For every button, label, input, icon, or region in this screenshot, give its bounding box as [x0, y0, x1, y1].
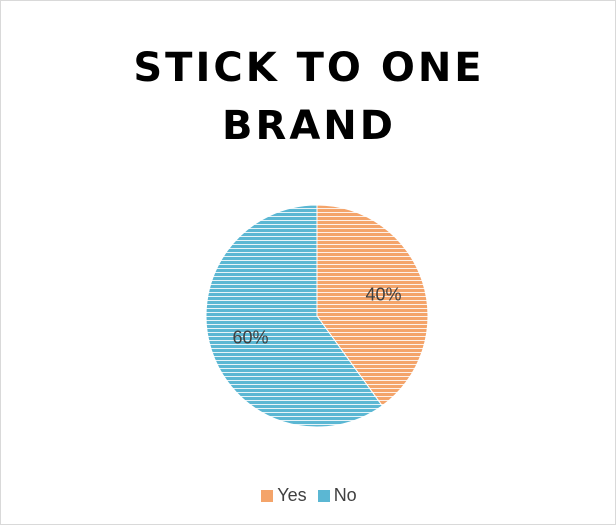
legend-label-no: No — [333, 485, 357, 505]
legend-label-yes: Yes — [277, 485, 307, 505]
pie-slice-yes — [316, 204, 429, 407]
legend-item-no: No — [317, 485, 357, 506]
legend-item-yes: Yes — [261, 485, 307, 506]
pie-slices — [205, 204, 429, 428]
chart-title-line-1: STICK TO ONE — [133, 45, 485, 91]
pie-data-labels: 40% 60% — [232, 284, 401, 347]
legend-swatch-yes — [261, 490, 274, 502]
data-label-no: 60% — [232, 328, 268, 348]
chart-title-line-2: BRAND — [222, 103, 396, 149]
data-label-yes: 40% — [365, 284, 401, 304]
legend: Yes No — [1, 485, 616, 506]
pie-slice-no — [205, 204, 383, 428]
chart-title: STICK TO ONE BRAND — [1, 39, 616, 155]
legend-swatch-no — [317, 490, 330, 502]
